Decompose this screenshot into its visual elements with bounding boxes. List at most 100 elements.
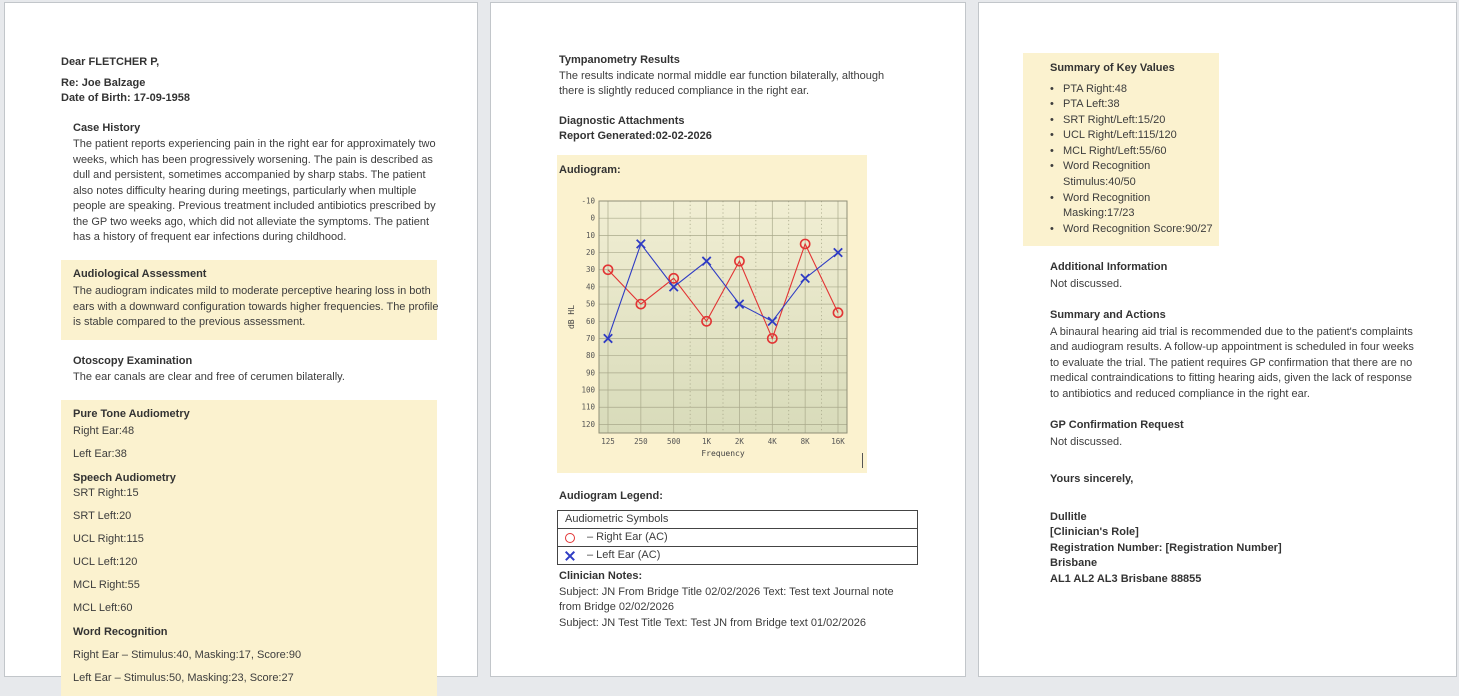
svg-text:120: 120: [581, 419, 595, 428]
summary-list: PTA Right:48 PTA Left:38 SRT Right/Left:…: [1023, 82, 1219, 238]
word-recognition-title: Word Recognition: [73, 625, 168, 638]
clinician-role: [Clinician's Role]: [1050, 526, 1139, 539]
section-additional-information: Additional Information Not discussed.: [1050, 260, 1428, 292]
section-otoscopy: Otoscopy Examination The ear canals are …: [73, 354, 443, 386]
speech-audiometry-title: Speech Audiometry: [73, 471, 176, 484]
svg-text:Frequency: Frequency: [701, 449, 745, 458]
svg-text:70: 70: [586, 333, 596, 342]
summary-item: Word Recognition Stimulus:40/50: [1050, 159, 1219, 190]
word-recognition-left: Left Ear – Stimulus:50, Masking:23, Scor…: [73, 672, 294, 684]
highlight-audiometry-results: Pure Tone Audiometry Right Ear:48 Left E…: [61, 399, 437, 696]
report-page-2: Tympanometry Results The results indicat…: [490, 2, 966, 677]
left-ear-x-icon: [565, 551, 587, 561]
srt-left: SRT Left:20: [73, 510, 132, 522]
section-body: The ear canals are clear and free of cer…: [73, 371, 345, 383]
word-recognition-right: Right Ear – Stimulus:40, Masking:17, Sco…: [73, 649, 302, 661]
section-clinician-notes: Clinician Notes: Subject: JN From Bridge…: [559, 569, 929, 631]
summary-item: Word Recognition Score:90/27: [1050, 222, 1219, 238]
svg-text:4K: 4K: [768, 437, 778, 446]
registration-number: Registration Number: [Registration Numbe…: [1050, 541, 1282, 554]
svg-text:10: 10: [586, 230, 596, 239]
svg-text:125: 125: [601, 437, 615, 446]
greeting-line: Dear FLETCHER P,: [61, 56, 160, 68]
ucl-left: UCL Left:120: [73, 556, 138, 568]
clinician-note: Subject: JN From Bridge Title 02/02/2026…: [559, 585, 894, 614]
pure-tone-right: Right Ear:48: [73, 425, 135, 437]
summary-item: PTA Left:38: [1050, 97, 1219, 113]
section-title: Tympanometry Results: [559, 54, 680, 66]
signature-block: Dullitle [Clinician's Role] Registration…: [1050, 510, 1428, 588]
legend-row-left-ear: – Left Ear (AC): [558, 546, 917, 564]
mcl-left: MCL Left:60: [73, 602, 133, 614]
section-title: Audiological Assessment: [73, 267, 207, 280]
legend-title: Audiogram Legend:: [559, 489, 663, 502]
legend-header: Audiometric Symbols: [565, 512, 669, 525]
section-diagnostic-attachments: Diagnostic Attachments Report Generated:…: [559, 114, 929, 145]
section-title: Additional Information: [1050, 261, 1168, 274]
legend-row-right-ear: – Right Ear (AC): [558, 528, 917, 546]
svg-text:-10: -10: [581, 196, 595, 205]
clinic-address: AL1 AL2 AL3 Brisbane 88855: [1050, 572, 1202, 585]
right-ear-circle-icon: [565, 532, 587, 543]
highlight-audiological-assessment: Audiological Assessment The audiogram in…: [61, 259, 438, 340]
report-page-3: Summary of Key Values PTA Right:48 PTA L…: [978, 2, 1457, 677]
svg-text:8K: 8K: [801, 437, 811, 446]
section-title: Summary and Actions: [1050, 309, 1166, 322]
closing-line: Yours sincerely,: [1050, 473, 1134, 486]
dob-line: Date of Birth: 17-09-1958: [61, 92, 190, 104]
section-gp-confirmation: GP Confirmation Request Not discussed.: [1050, 418, 1428, 450]
clinic-city: Brisbane: [1050, 557, 1098, 570]
summary-item: SRT Right/Left:15/20: [1050, 113, 1219, 129]
legend-header-row: Audiometric Symbols: [558, 511, 917, 528]
svg-text:90: 90: [586, 368, 596, 377]
section-title: GP Confirmation Request: [1050, 419, 1184, 432]
svg-text:250: 250: [634, 437, 648, 446]
summary-title: Summary of Key Values: [1050, 62, 1175, 74]
svg-text:500: 500: [667, 437, 681, 446]
clinician-note: Subject: JN Test Title Text: Test JN fro…: [559, 616, 866, 629]
section-body: Not discussed.: [1050, 435, 1123, 448]
section-title: Clinician Notes:: [559, 570, 643, 582]
svg-text:1K: 1K: [702, 437, 712, 446]
section-body: A binaural hearing aid trial is recommen…: [1050, 325, 1414, 400]
svg-text:16K: 16K: [831, 437, 845, 446]
svg-text:40: 40: [586, 282, 596, 291]
svg-text:2K: 2K: [735, 437, 745, 446]
legend-label: – Left Ear (AC): [587, 548, 661, 561]
svg-text:100: 100: [581, 385, 595, 394]
section-body: Not discussed.: [1050, 277, 1123, 290]
svg-text:dB HL: dB HL: [567, 304, 576, 328]
svg-text:60: 60: [586, 316, 596, 325]
section-tympanometry: Tympanometry Results The results indicat…: [559, 53, 929, 100]
section-title: Case History: [73, 121, 141, 134]
ucl-right: UCL Right:115: [73, 533, 144, 545]
summary-item: Word Recognition Masking:17/23: [1050, 191, 1219, 222]
summary-item: PTA Right:48: [1050, 82, 1219, 98]
section-body: The results indicate normal middle ear f…: [559, 69, 885, 98]
svg-text:20: 20: [586, 248, 596, 257]
audiometric-symbols-table: Audiometric Symbols – Right Ear (AC) – L…: [557, 510, 918, 565]
svg-text:0: 0: [590, 213, 595, 222]
report-generated-line: Report Generated:02-02-2026: [559, 130, 712, 142]
report-page-1: Dear FLETCHER P, Re: Joe Balzage Date of…: [4, 2, 478, 696]
summary-of-key-values-box: Summary of Key Values PTA Right:48 PTA L…: [1023, 53, 1219, 247]
svg-text:30: 30: [586, 265, 596, 274]
audiogram-panel: Audiogram: -10 0 10 20 30 40 50 60 70 80 90 100 110 1…: [557, 154, 867, 473]
section-title: Otoscopy Examination: [73, 354, 193, 367]
svg-text:110: 110: [581, 402, 595, 411]
section-case-history: Case History The patient reports experie…: [73, 121, 443, 246]
audiogram-chart: -10 0 10 20 30 40 50 60 70 80 90 100 110 120 125 250 500…: [567, 196, 848, 458]
speech-audiometry-values: SRT Right:15 SRT Left:20 UCL Right:115 U…: [73, 486, 425, 617]
letter-header: Dear FLETCHER P, Re: Joe Balzage Date of…: [61, 55, 443, 107]
pure-tone-left: Left Ear:38: [73, 448, 127, 460]
svg-text:80: 80: [586, 351, 596, 360]
section-body: The audiogram indicates mild to moderate…: [73, 285, 439, 328]
section-title: Diagnostic Attachments: [559, 114, 685, 127]
clinician-name: Dullitle: [1050, 510, 1087, 523]
svg-text:50: 50: [586, 299, 596, 308]
pure-tone-values: Right Ear:48 Left Ear:38: [73, 424, 425, 463]
re-line: Re: Joe Balzage: [61, 76, 146, 89]
mcl-right: MCL Right:55: [73, 579, 140, 591]
summary-item: UCL Right/Left:115/120: [1050, 128, 1219, 144]
summary-item: MCL Right/Left:55/60: [1050, 144, 1219, 160]
